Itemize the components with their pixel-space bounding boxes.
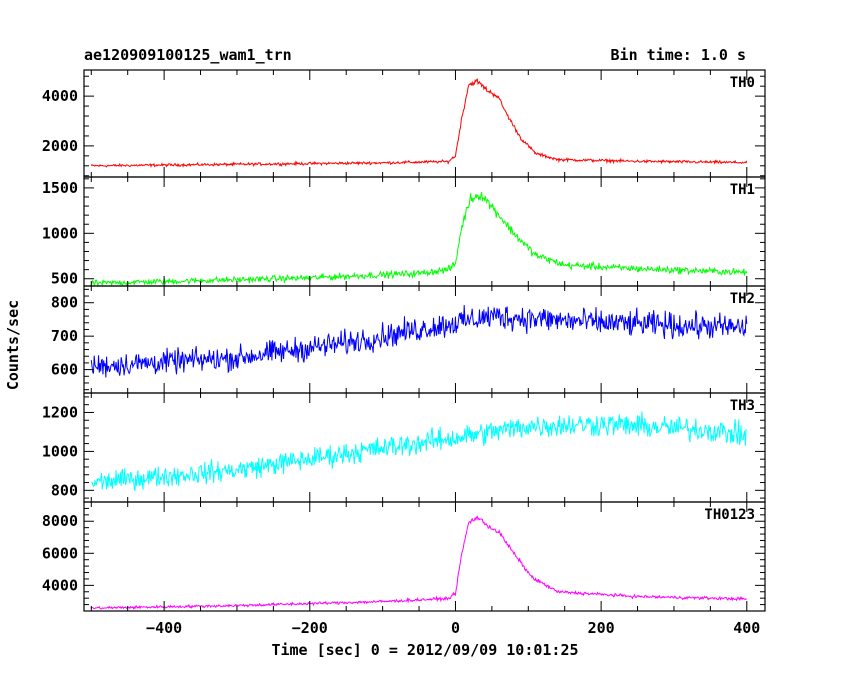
series-th2 — [90, 305, 748, 378]
y-tick-label: 800 — [51, 294, 78, 312]
panel-label: TH1 — [730, 182, 755, 198]
y-tick-label: 4000 — [42, 87, 78, 105]
panel-frame — [83, 285, 766, 394]
y-tick-label: 4000 — [42, 576, 78, 594]
panel-frame — [83, 501, 766, 612]
y-axis-label: Counts/sec — [4, 300, 22, 390]
x-tick-label: 400 — [733, 619, 760, 637]
y-tick-label: 2000 — [42, 137, 78, 155]
y-tick-label: 8000 — [42, 512, 78, 530]
chart-title: ae120909100125_wam1_trn — [84, 46, 292, 64]
panel-th3: 800 1000 1200 TH3 — [42, 392, 766, 503]
x-tick-label: 0 — [451, 619, 460, 637]
x-tick-label: −200 — [292, 619, 328, 637]
panel-frame — [83, 392, 766, 503]
series-th1 — [90, 192, 748, 287]
panel-label: TH3 — [730, 398, 755, 414]
panels-group: 2000 4000 TH0 500 1000 1500 TH1 600 700 800 TH2 800… — [42, 69, 766, 612]
y-tick-label: 700 — [51, 327, 78, 345]
y-tick-label: 500 — [51, 270, 78, 288]
panel-th0: 2000 4000 TH0 — [42, 69, 766, 178]
panel-th0123: 4000 6000 8000 TH0123 — [42, 501, 766, 612]
bin-time-label: Bin time: 1.0 s — [611, 46, 746, 64]
y-tick-label: 6000 — [42, 544, 78, 562]
x-axis: −400 −200 0 200 400 — [146, 619, 760, 637]
x-tick-label: −400 — [146, 619, 182, 637]
x-axis-label: Time [sec] 0 = 2012/09/09 10:01:25 — [271, 641, 578, 659]
panel-label: TH0123 — [704, 507, 755, 523]
y-tick-label: 800 — [51, 481, 78, 499]
y-tick-label: 1000 — [42, 442, 78, 460]
series-th3 — [90, 411, 747, 492]
x-tick-label: 200 — [588, 619, 615, 637]
y-tick-label: 1500 — [42, 179, 78, 197]
y-tick-label: 1000 — [42, 224, 78, 242]
panel-th1: 500 1000 1500 TH1 — [42, 176, 766, 288]
y-tick-label: 600 — [51, 361, 78, 379]
panel-th2: 600 700 800 TH2 — [51, 285, 766, 394]
y-tick-label: 1200 — [42, 403, 78, 421]
panel-label: TH2 — [730, 291, 755, 307]
panel-label: TH0 — [730, 75, 755, 91]
series-th0 — [90, 78, 748, 168]
series-th0123 — [90, 515, 747, 610]
